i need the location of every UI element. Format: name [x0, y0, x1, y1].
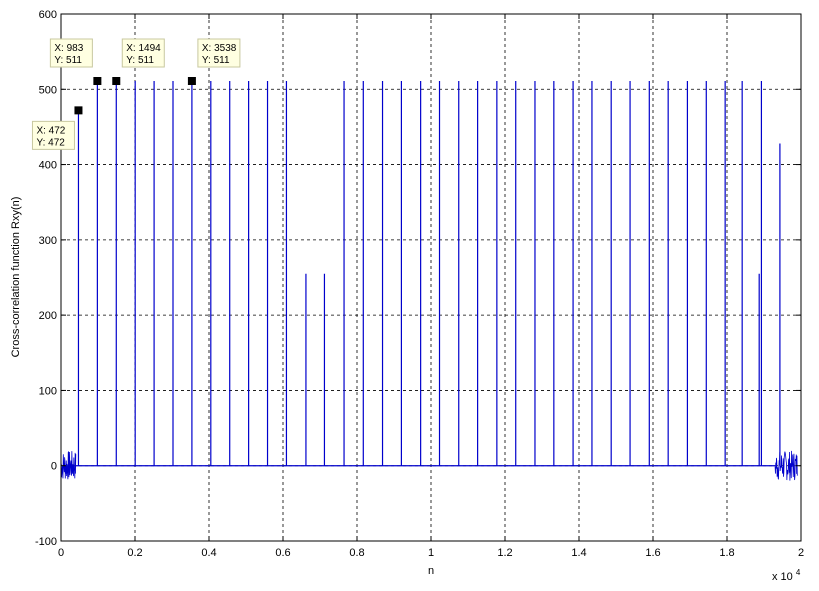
x-tick-label: 1.8 [719, 547, 734, 559]
data-tip-box [197, 38, 241, 68]
series-noise-region [774, 450, 798, 481]
x-tick-label: 0.8 [349, 547, 364, 559]
x-tick-label: 1.6 [645, 547, 660, 559]
axis-ticks: 0 0.2 0.4 0.6 0.8 1 1.2 1.4 1.6 1.8 2-100010020030… [35, 9, 804, 559]
y-axis-label: Cross-correlation function Rxy(n) [10, 197, 22, 358]
x-tick-label: 0.4 [201, 547, 216, 559]
x-tick-label: 1.2 [497, 547, 512, 559]
y-tick-label: 400 [39, 160, 57, 172]
data-tip-marker[interactable] [93, 77, 102, 86]
x-exponent-label: x 10 4 [772, 568, 801, 583]
x-tick-label: 0.6 [275, 547, 290, 559]
data-tip-x-text: X: 3538 [202, 43, 237, 54]
x-exponent-base: x 10 [772, 571, 793, 583]
y-tick-label: 0 [51, 461, 57, 473]
y-tick-label: 600 [39, 9, 57, 21]
data-tip-y-text: Y: 511 [126, 55, 154, 66]
data-tip-y-text: Y: 472 [36, 137, 65, 148]
data-tip-x-text: X: 1494 [126, 43, 161, 54]
x-tick-label: 2 [798, 547, 804, 559]
x-exponent-power: 4 [796, 568, 801, 577]
data-tip-y-text: Y: 511 [54, 55, 82, 66]
x-tick-label: 1 [428, 547, 434, 559]
y-tick-label: 100 [39, 385, 57, 397]
data-tip-marker[interactable] [74, 106, 83, 115]
data-tip-x-text: X: 983 [54, 43, 83, 54]
y-tick-label: 500 [39, 84, 57, 96]
x-axis-label: n [428, 565, 434, 577]
y-tick-label: 200 [39, 310, 57, 322]
data-tip-marker[interactable] [112, 77, 121, 86]
series-noise-region [60, 451, 77, 480]
data-tip-box [121, 38, 165, 68]
data-tip-box [31, 120, 75, 150]
x-tick-label: 1.4 [571, 547, 586, 559]
data-tip-x-text: X: 472 [36, 125, 65, 136]
data-tip-y-text: Y: 511 [202, 55, 230, 66]
x-tick-label: 0 [58, 547, 64, 559]
series-cross-correlation [60, 81, 798, 481]
x-tick-label: 0.2 [127, 547, 142, 559]
y-tick-label: 300 [39, 235, 57, 247]
y-tick-label: -100 [35, 536, 57, 548]
data-tip-box [49, 38, 93, 68]
data-tip-marker[interactable] [187, 77, 196, 86]
